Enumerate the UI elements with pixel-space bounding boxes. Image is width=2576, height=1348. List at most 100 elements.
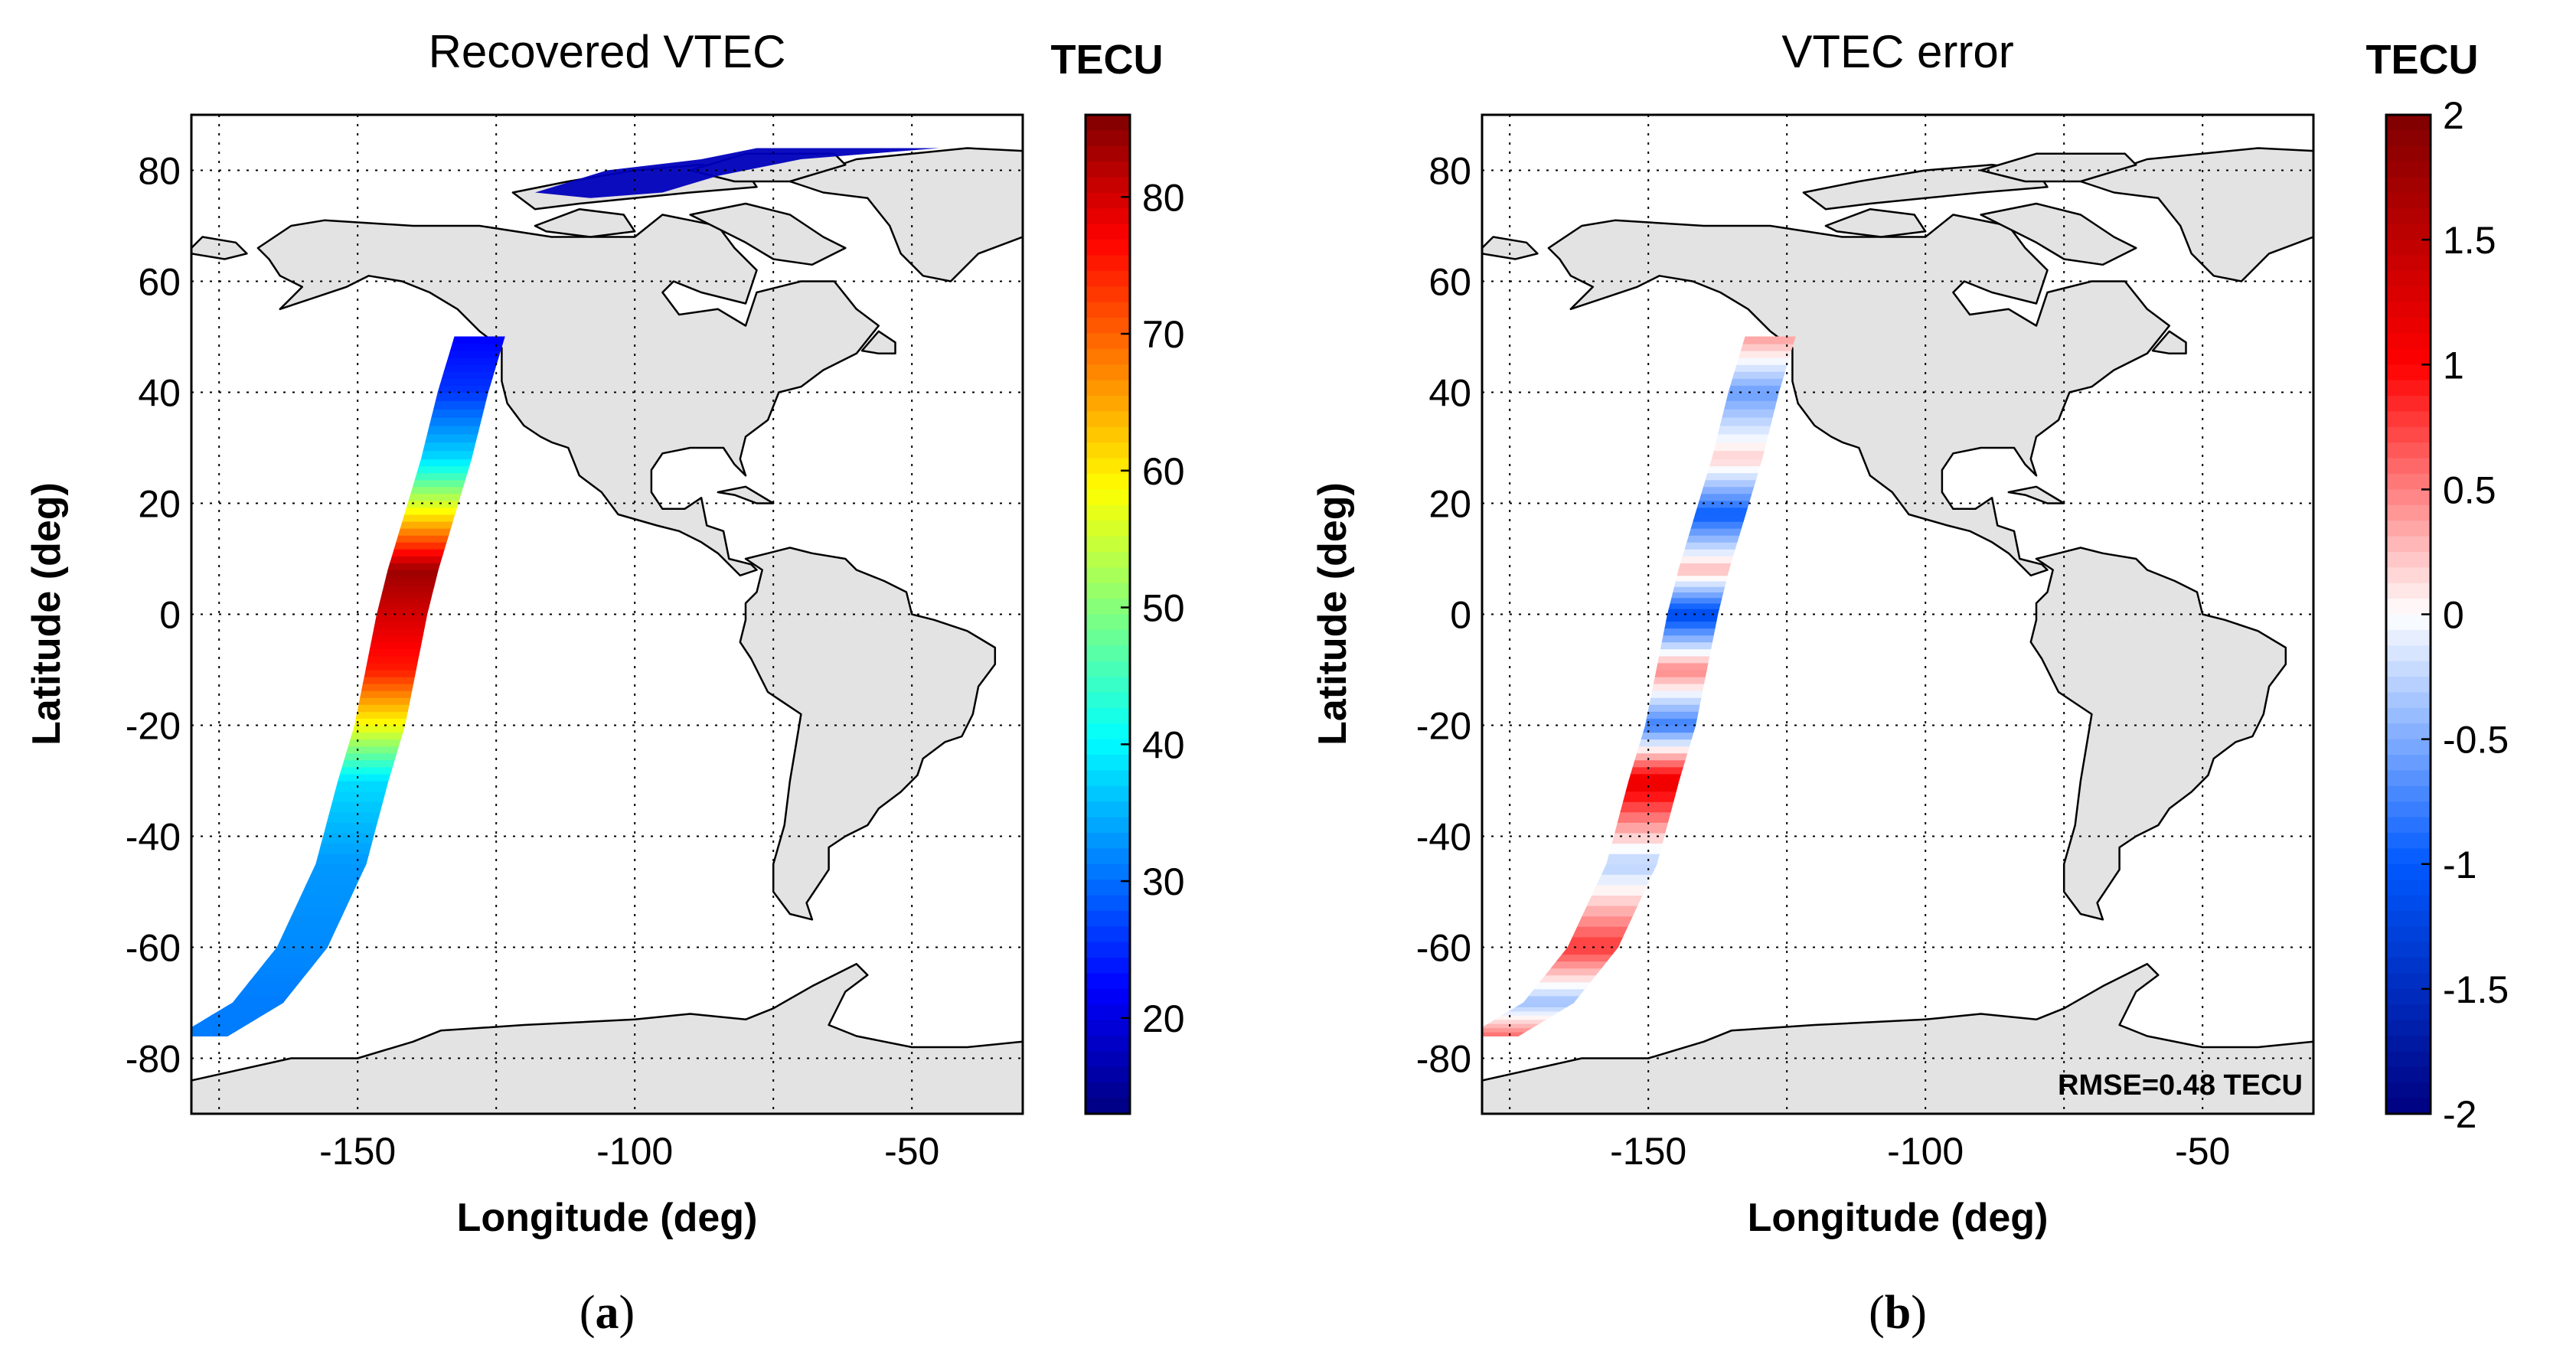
map-area [1482, 115, 2313, 1114]
track-segment [437, 384, 491, 393]
colorbar-swatch [2386, 1036, 2431, 1053]
track-segment [433, 400, 487, 410]
colorbar-swatch [2386, 536, 2431, 553]
track-segment [248, 974, 306, 983]
colorbar-swatch [2386, 677, 2431, 694]
track-segment [1515, 1002, 1575, 1007]
colorbar-swatch [1086, 801, 1130, 818]
colorbar-swatch [2386, 224, 2431, 240]
track-segment [1719, 416, 1773, 426]
track-segment [197, 1019, 257, 1024]
track-segment [1632, 759, 1686, 768]
colorbar-swatch [2386, 302, 2431, 318]
track-segment [419, 459, 472, 467]
track-segment [1707, 465, 1761, 474]
colorbar-swatch [2386, 286, 2431, 303]
colorbar-swatch [1086, 677, 1130, 694]
colorbar-tick-label: 1.5 [2443, 219, 2496, 262]
colorbar-swatch [1086, 255, 1130, 272]
track-segment [1596, 873, 1653, 886]
track-segment [1667, 608, 1720, 615]
track-segment [355, 710, 409, 719]
track-segment [1742, 336, 1796, 344]
colorbar-swatch [2386, 801, 2431, 818]
colorbar-swatch [1086, 192, 1130, 210]
y-tick-label: 60 [138, 261, 181, 304]
colorbar-swatch [2386, 926, 2431, 943]
y-tick-label: -40 [126, 816, 181, 859]
colorbar-swatch [2386, 473, 2431, 491]
colorbar-swatch [2386, 318, 2431, 335]
track-segment [1508, 1006, 1569, 1012]
y-tick-label: 20 [1428, 483, 1471, 526]
track-segment [276, 936, 333, 948]
track-segment [286, 916, 343, 927]
track-segment [1582, 905, 1638, 917]
colorbar-swatch [1086, 1098, 1130, 1115]
track-segment [397, 527, 452, 536]
panel-title: Recovered VTEC [429, 26, 786, 77]
track-segment [416, 465, 470, 474]
colorbar-swatch [1086, 458, 1130, 475]
track-segment [1693, 514, 1746, 522]
land-greenland [2079, 147, 2313, 282]
y-axis-label: Latitude (deg) [1311, 482, 1355, 746]
land-siberia-tip [1482, 236, 1539, 260]
track-segment [350, 732, 403, 740]
colorbar-tick-labels: 2 1.5 1 0.5 0 -0.5 -1 -1.5 -2 [2421, 94, 2509, 1136]
track-segment [1561, 947, 1619, 955]
colorbar-swatch [2386, 240, 2431, 256]
colorbar-swatch [2386, 958, 2431, 974]
colorbar-swatch [2386, 177, 2431, 194]
colorbar-swatch [2386, 645, 2431, 662]
track-segment [1620, 801, 1674, 813]
colorbar-swatch [1086, 318, 1130, 335]
track-segment [372, 628, 425, 636]
colorbar-swatch [1086, 692, 1130, 709]
track-segment [357, 703, 410, 712]
colorbar-swatch [2386, 348, 2431, 366]
track-segment [1625, 780, 1680, 792]
plot-frame [1481, 113, 2315, 1115]
colorbar-swatch [1086, 1004, 1130, 1021]
track-segment [1567, 936, 1624, 948]
colorbar-tick-label: -2 [2443, 1093, 2476, 1136]
track-segment [224, 1002, 285, 1007]
track-segment [376, 608, 429, 615]
colorbar-swatch [2386, 817, 2431, 834]
colorbar-swatch [1086, 504, 1130, 521]
track-segment [396, 534, 449, 543]
colorbar-swatch [2386, 614, 2431, 631]
colorbar-tick-label: 50 [1142, 587, 1185, 630]
colorbar-swatch [2386, 1051, 2431, 1068]
y-tick-label: 0 [1450, 594, 1471, 637]
track-segment [448, 350, 501, 358]
colorbar-frame [1084, 113, 1131, 1115]
y-tick-label: 80 [138, 150, 181, 193]
track-segment [1650, 690, 1703, 698]
y-tick-label: -60 [126, 927, 181, 970]
track-segment [431, 408, 485, 418]
x-tick-label: -50 [2175, 1130, 2230, 1173]
track-segment [1586, 895, 1643, 906]
track-segment [1716, 433, 1769, 443]
track-segment [270, 947, 328, 955]
colorbar-swatch [2386, 832, 2431, 850]
y-tick-label: -40 [1416, 816, 1471, 859]
track-segment [1653, 676, 1706, 684]
colorbar-swatch [1086, 380, 1130, 397]
track-segment [1666, 614, 1719, 622]
land-arctic-islands [1802, 164, 2049, 211]
colorbar-tick-label: -1.5 [2443, 968, 2509, 1011]
track-segment [406, 500, 459, 508]
land-antarctica [191, 963, 1023, 1114]
track-segment [1736, 357, 1790, 365]
track-segment [1614, 821, 1669, 834]
colorbar-tick-label: 40 [1142, 723, 1185, 766]
track-segment [1656, 662, 1709, 671]
track-segment [324, 821, 378, 834]
track-segment [321, 832, 375, 844]
track-segment [1494, 1014, 1555, 1020]
panel-label: (b) [1869, 1287, 1927, 1339]
